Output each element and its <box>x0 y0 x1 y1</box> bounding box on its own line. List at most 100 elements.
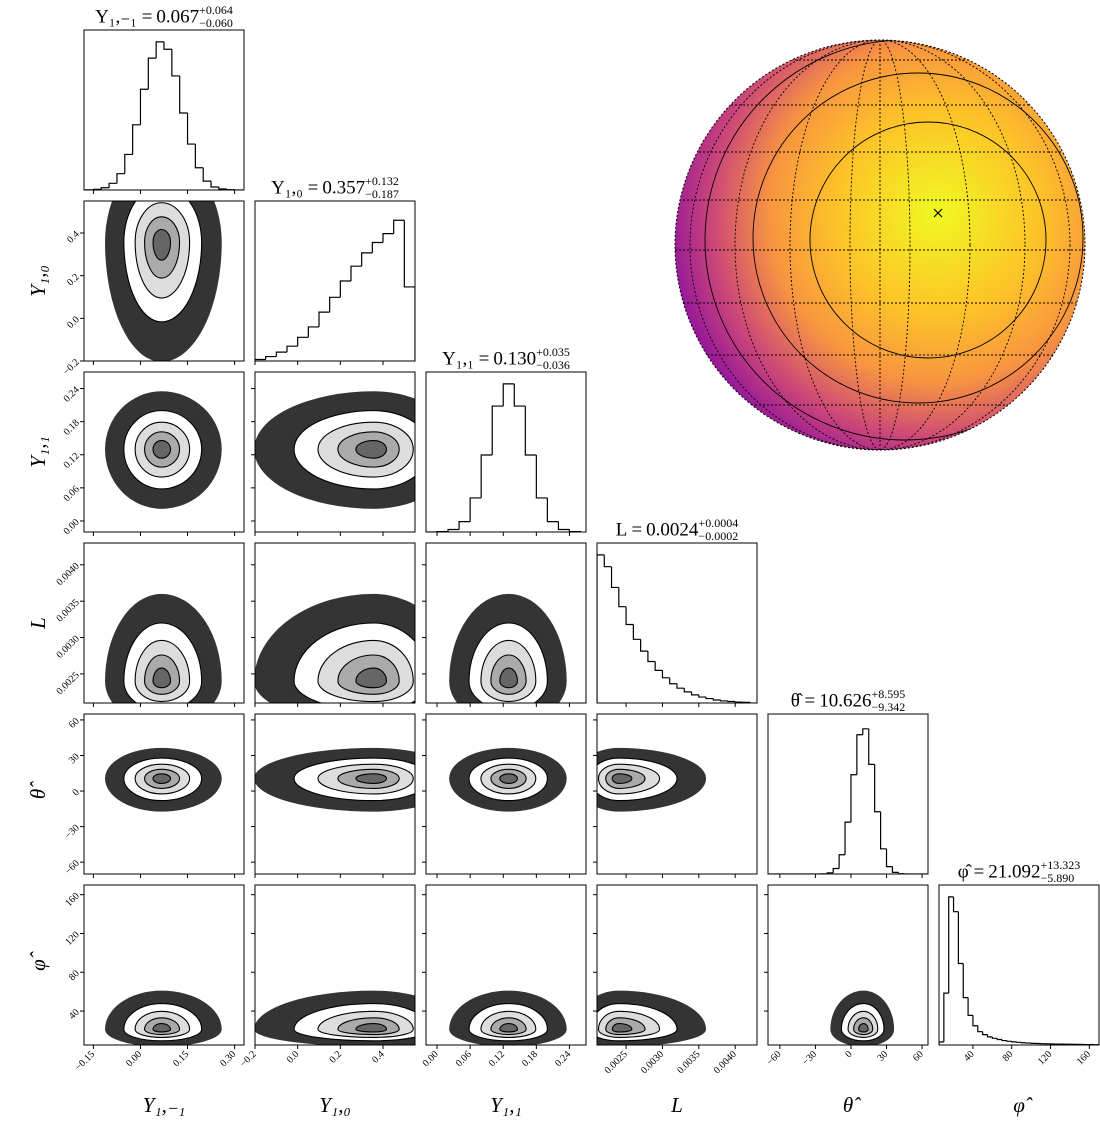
title-label: Y₁,₀ = <box>271 177 318 198</box>
histogram-step <box>991 1036 998 1039</box>
density-contour <box>152 440 172 459</box>
histogram-step <box>625 606 634 626</box>
histogram-step <box>943 992 949 1043</box>
x-tick-label: 60 <box>911 1049 926 1064</box>
histogram-step <box>100 187 110 190</box>
y-tick-label: 0.0 <box>65 314 82 331</box>
title-median: 0.130 <box>493 348 536 369</box>
histogram-step <box>727 700 736 703</box>
histogram-step <box>967 997 973 1016</box>
histogram-step <box>832 867 840 873</box>
y-tick-label: 0.0025 <box>55 670 82 697</box>
density-contour <box>152 228 172 261</box>
density-contour <box>611 773 633 784</box>
density-contour <box>499 773 518 784</box>
histogram-step <box>163 41 172 50</box>
histogram-step <box>275 351 287 357</box>
panel-frame <box>767 884 929 1046</box>
density-contour <box>152 773 172 784</box>
x-tick-label: 0.0030 <box>639 1049 666 1076</box>
panel-frame <box>254 371 416 533</box>
title-minus: −0.187 <box>365 187 399 201</box>
histogram-step <box>179 75 188 114</box>
panel <box>255 593 415 703</box>
histogram-step <box>535 454 548 499</box>
density-contour <box>499 1023 518 1033</box>
histogram-step <box>850 774 857 823</box>
panel <box>105 201 222 361</box>
panel-frame <box>83 713 245 875</box>
histogram-step <box>139 88 149 125</box>
title-label: φ̂ = <box>958 861 984 882</box>
y-tick-label: −0.2 <box>61 357 82 378</box>
x-tick-label: 80 <box>1001 1049 1016 1064</box>
panel <box>768 728 928 874</box>
histogram-step <box>618 587 627 608</box>
histogram-step <box>513 383 526 407</box>
histogram-step <box>218 187 227 190</box>
y-axis-label: Y₁,₀ <box>26 265 50 297</box>
panel-frame <box>425 713 587 875</box>
histogram-step <box>557 521 570 531</box>
density-contour <box>152 1023 172 1033</box>
y-tick-label: 120 <box>63 929 81 947</box>
title-label: θ̂ = <box>791 690 816 711</box>
x-axis-label: L <box>670 1093 683 1117</box>
y-tick-label: 60 <box>67 716 82 731</box>
histogram-step <box>610 566 619 589</box>
histogram-step <box>458 521 471 530</box>
x-tick-label: 0.0035 <box>675 1049 702 1076</box>
title-median: 0.357 <box>322 177 365 198</box>
histogram-step <box>962 963 969 999</box>
histogram-step <box>480 454 493 498</box>
panel <box>105 990 222 1045</box>
panel <box>255 747 415 812</box>
histogram-step <box>661 670 670 679</box>
histogram-step <box>838 854 846 869</box>
x-tick-label: 0.30 <box>218 1049 238 1069</box>
histogram-step <box>393 219 405 234</box>
y-axis-label: L <box>26 617 50 630</box>
title-median: 21.092 <box>988 861 1040 882</box>
histogram-step <box>155 41 164 59</box>
y-tick-label: 30 <box>67 751 82 766</box>
histogram-step <box>255 358 266 361</box>
panel-frame <box>596 884 758 1046</box>
panel-frame <box>254 542 416 704</box>
histogram-step <box>957 911 964 965</box>
y-tick-label: 160 <box>63 891 81 909</box>
panel-frame <box>83 542 245 704</box>
x-tick-label: −60 <box>765 1049 784 1068</box>
panel-frame <box>83 200 245 362</box>
histogram-step <box>603 554 612 568</box>
x-tick-label: 0.0025 <box>603 1049 630 1076</box>
title-median: 10.626 <box>819 690 871 711</box>
histogram-step <box>977 1025 983 1033</box>
y-tick-label: 0.18 <box>62 418 82 438</box>
histogram-step <box>712 698 721 701</box>
x-tick-label: 0.4 <box>370 1049 387 1066</box>
histogram-step <box>1006 1040 1012 1042</box>
histogram-step <box>202 167 212 182</box>
title-minus: −0.036 <box>536 358 570 372</box>
histogram-step <box>879 811 887 850</box>
histogram-step <box>705 697 714 700</box>
x-tick-label: 0.24 <box>553 1049 573 1069</box>
panel <box>255 391 415 509</box>
title-median: 0.0024 <box>646 519 699 540</box>
histogram-step <box>350 265 362 281</box>
panel-frame <box>938 884 1100 1046</box>
histogram-step <box>329 296 341 313</box>
histogram-step <box>447 528 460 532</box>
panel <box>255 219 415 361</box>
panel <box>597 747 707 812</box>
panel-frame <box>425 884 587 1046</box>
panel <box>105 747 222 812</box>
y-axis-label: φ̂ <box>26 951 50 971</box>
y-tick-label: 0.2 <box>65 272 82 289</box>
histogram-step <box>307 326 319 338</box>
histogram-step <box>647 651 656 663</box>
title-plus: +0.0004 <box>698 516 738 530</box>
title-plus: +8.595 <box>872 687 906 701</box>
histogram-step <box>382 232 394 243</box>
